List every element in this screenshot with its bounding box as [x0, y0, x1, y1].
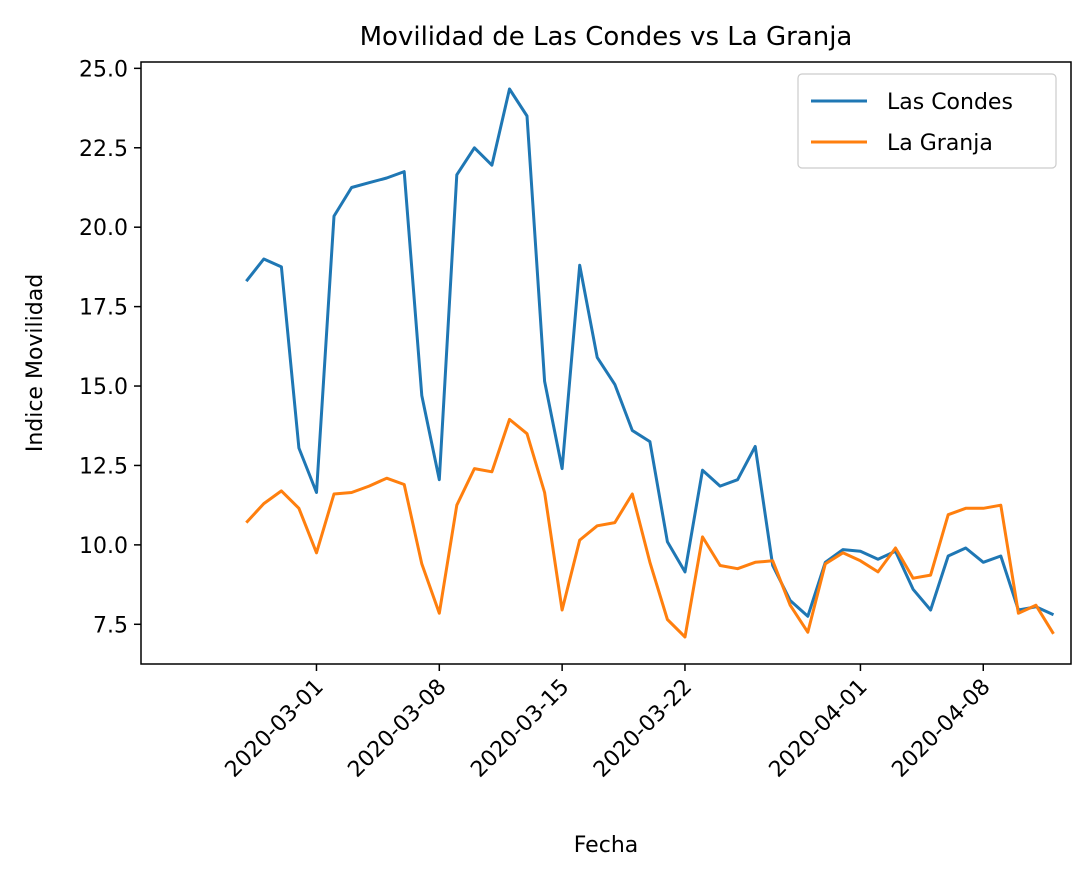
x-tick-label: 2020-03-22: [589, 675, 697, 783]
y-tick-label: 20.0: [79, 216, 128, 241]
series-line-1: [245, 417, 1055, 639]
y-tick-label: 10.0: [79, 534, 128, 559]
y-tick-label: 15.0: [79, 375, 128, 400]
x-tick-label: 2020-04-08: [887, 675, 995, 783]
x-tick-label: 2020-03-08: [343, 675, 451, 783]
legend: Las Condes La Granja: [797, 73, 1057, 169]
series-line-0: [245, 87, 1055, 618]
x-tick-label: 2020-04-01: [765, 675, 873, 783]
y-tick-label: 17.5: [79, 296, 128, 321]
legend-box: [797, 73, 1057, 169]
legend-label-la-granja: La Granja: [887, 131, 993, 156]
y-tick-label: 12.5: [79, 454, 128, 479]
y-axis-title: Indice Movilidad: [23, 274, 48, 452]
x-axis: 2020-03-01 2020-03-08 2020-03-15 2020-03-22…: [221, 664, 996, 783]
x-tick-label: 2020-03-01: [221, 675, 329, 783]
legend-label-las-condes: Las Condes: [887, 90, 1013, 115]
y-axis: 7.5 10.0 12.5 15.0 17.5 20.0 22.5 25.0: [79, 57, 141, 638]
y-tick-label: 25.0: [79, 57, 128, 82]
chart-title: Movilidad de Las Condes vs La Granja: [360, 22, 853, 52]
y-tick-label: 22.5: [79, 137, 128, 162]
plot-frame: [140, 61, 1072, 665]
x-axis-title: Fecha: [574, 833, 639, 858]
plot-lines: [245, 87, 1055, 639]
x-tick-label: 2020-03-15: [466, 675, 574, 783]
y-tick-label: 7.5: [93, 613, 128, 638]
